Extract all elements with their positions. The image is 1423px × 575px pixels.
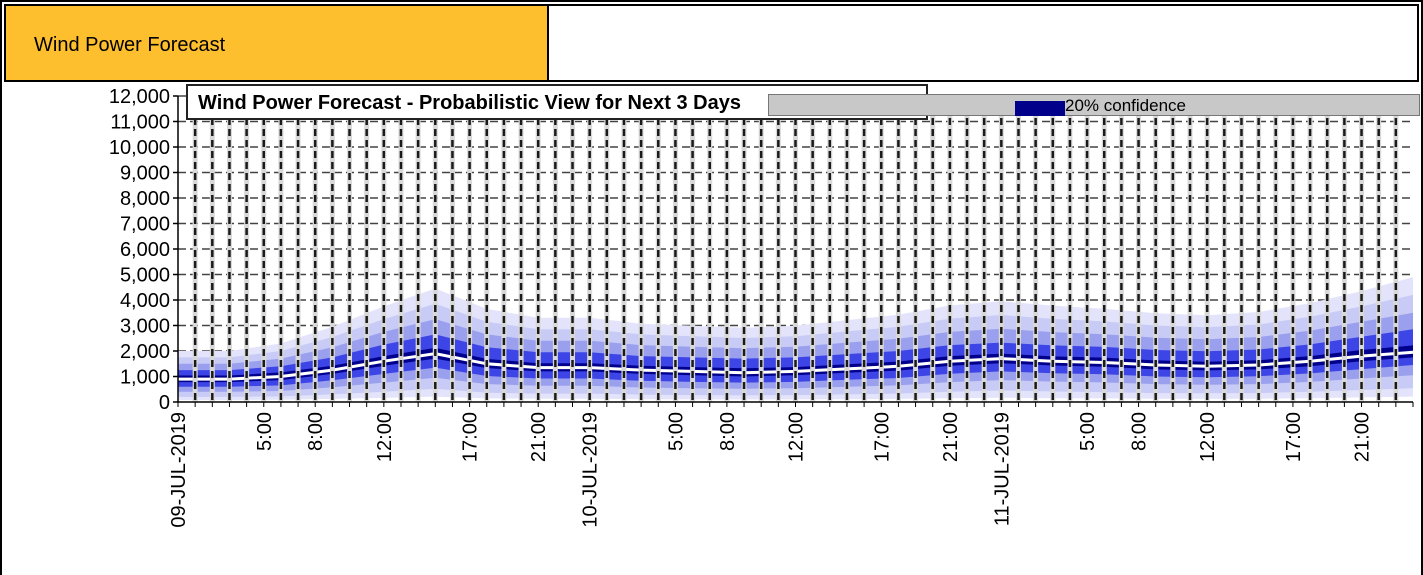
- x-tick-label: 8:00: [1129, 412, 1151, 451]
- x-tick-label: 12:00: [374, 412, 396, 462]
- y-tick-label: 10,000: [109, 137, 170, 159]
- hour-gridlines: [192, 96, 1399, 402]
- header-tab[interactable]: Wind Power Forecast: [4, 4, 549, 82]
- x-tick-label: 17:00: [871, 412, 893, 462]
- y-tick-label: 12,000: [109, 86, 170, 108]
- legend-label: 20% confidence: [1065, 96, 1186, 115]
- x-axis-tick-labels: 09-JUL-2019 5:00 8:00 12:00 17:00 21:00 10-JUL…: [168, 412, 1374, 528]
- x-tick-label: 5:00: [1077, 412, 1099, 451]
- y-tick-label: 8,000: [120, 188, 170, 210]
- x-tick-label: 21:00: [1352, 412, 1374, 462]
- y-axis-tick-labels: 0 1,000 2,000 3,000 4,000 5,000 6,000 7,000 8,00…: [109, 86, 170, 414]
- x-tick-label: 8:00: [717, 412, 739, 451]
- y-tick-label: 6,000: [120, 239, 170, 261]
- y-tick-label: 4,000: [120, 290, 170, 312]
- x-tick-label: 09-JUL-2019: [168, 412, 190, 528]
- forecast-chart: 0 1,000 2,000 3,000 4,000 5,000 6,000 7,000 8,00…: [109, 86, 1414, 528]
- x-tick-label: 12:00: [786, 412, 808, 462]
- x-tick-label: 8:00: [305, 412, 327, 451]
- y-tick-label: 5,000: [120, 265, 170, 287]
- x-tick-label: 21:00: [528, 412, 550, 462]
- x-tick-label: 5:00: [254, 412, 276, 451]
- x-tick-label: 17:00: [1283, 412, 1305, 462]
- x-tick-label: 21:00: [940, 412, 962, 462]
- legend: 20% confidence: [768, 94, 1420, 116]
- header-empty-panel: [549, 4, 1419, 82]
- y-tick-label: 1,000: [120, 367, 170, 389]
- y-tick-label: 11,000: [110, 112, 170, 134]
- y-tick-label: 9,000: [120, 163, 170, 185]
- header-title: Wind Power Forecast: [34, 34, 226, 56]
- y-tick-label: 0: [159, 392, 170, 414]
- chart-title: Wind Power Forecast - Probabilistic View…: [198, 92, 741, 114]
- x-tick-label: 11-JUL-2019: [991, 412, 1013, 526]
- x-tick-label: 5:00: [665, 412, 687, 451]
- x-tick-label: 10-JUL-2019: [580, 412, 602, 528]
- y-tick-label: 2,000: [120, 341, 170, 363]
- x-tick-label: 17:00: [460, 412, 482, 462]
- y-tick-label: 7,000: [120, 214, 170, 236]
- axes: [173, 95, 1414, 407]
- y-tick-label: 3,000: [120, 316, 170, 338]
- x-tick-label: 12:00: [1197, 412, 1219, 462]
- legend-swatch-20-confidence: [1015, 101, 1065, 116]
